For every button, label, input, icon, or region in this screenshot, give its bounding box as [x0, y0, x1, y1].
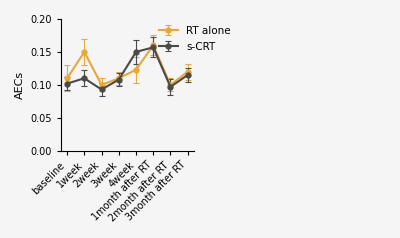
- Legend: RT alone, s-CRT: RT alone, s-CRT: [155, 22, 235, 56]
- Y-axis label: AECs: AECs: [15, 71, 25, 99]
